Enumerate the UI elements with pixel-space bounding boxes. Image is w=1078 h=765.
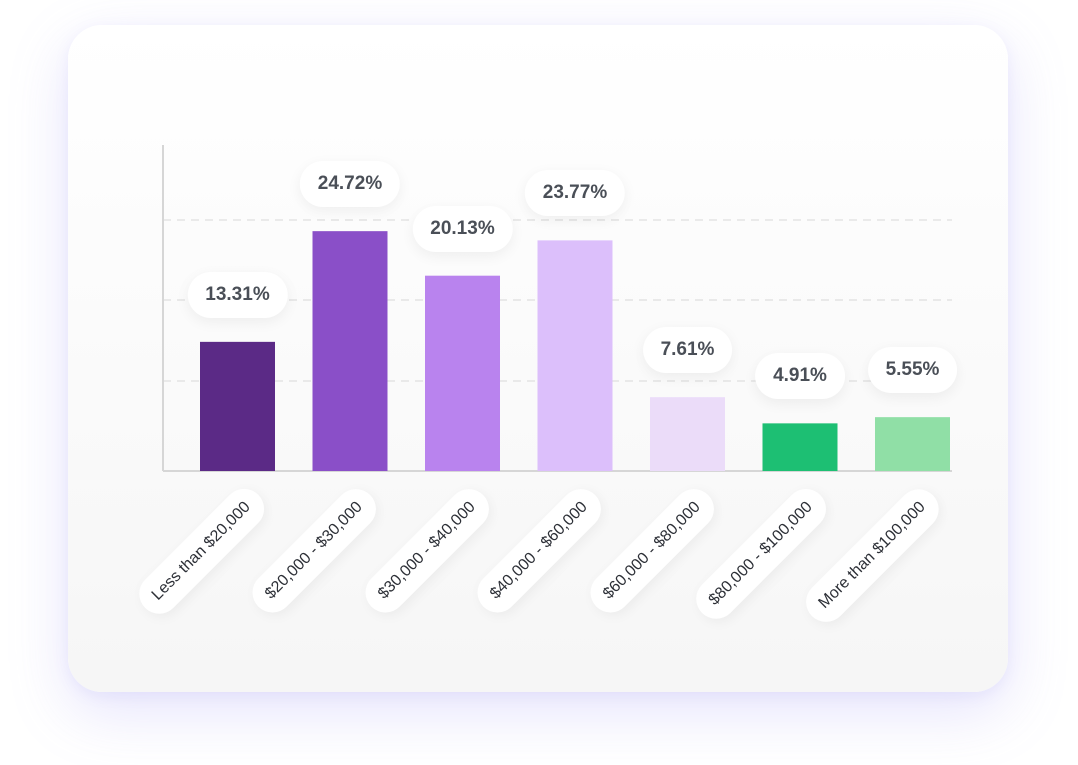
data-label: 4.91%	[755, 353, 845, 400]
bar	[875, 417, 950, 471]
data-label: 20.13%	[412, 205, 513, 252]
data-label: 24.72%	[299, 161, 401, 208]
data-label: 23.77%	[524, 170, 626, 217]
data-label: 5.55%	[867, 347, 958, 394]
bar	[200, 341, 275, 471]
bar	[762, 423, 838, 471]
bar	[537, 240, 613, 471]
data-label: 13.31%	[187, 271, 288, 318]
data-label: 7.61%	[642, 327, 733, 374]
bar	[312, 231, 388, 471]
bar	[650, 397, 725, 471]
bar	[425, 275, 500, 471]
